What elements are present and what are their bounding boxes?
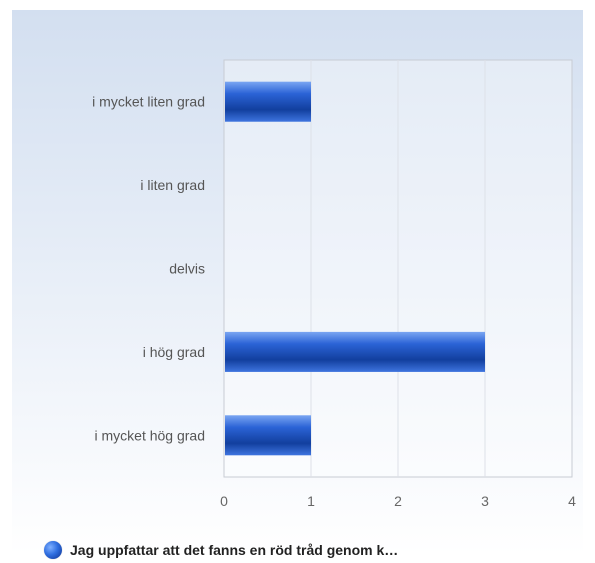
category-label: i hög grad: [143, 344, 205, 360]
grid-lines: [310, 60, 486, 477]
x-tick-label: 1: [307, 493, 315, 509]
category-labels: i mycket liten grad i liten grad delvis i h…: [92, 94, 205, 444]
category-label: i mycket liten grad: [92, 94, 205, 110]
x-tick-label: 2: [394, 493, 402, 509]
legend-label: Jag uppfattar att det fanns en röd tråd …: [70, 542, 399, 558]
bar: [225, 81, 311, 122]
bar: [225, 331, 485, 372]
x-tick-label: 4: [568, 493, 576, 509]
tick-labels: 0 1 2 3 4: [220, 493, 576, 509]
legend: Jag uppfattar att det fanns en röd tråd …: [44, 538, 398, 562]
legend-swatch: [44, 541, 62, 559]
category-label: delvis: [169, 261, 205, 277]
x-tick-label: 0: [220, 493, 228, 509]
category-label: i mycket hög grad: [95, 427, 206, 443]
bar: [225, 415, 311, 456]
category-label: i liten grad: [140, 177, 205, 193]
x-tick-label: 3: [481, 493, 489, 509]
bars: [225, 81, 485, 456]
